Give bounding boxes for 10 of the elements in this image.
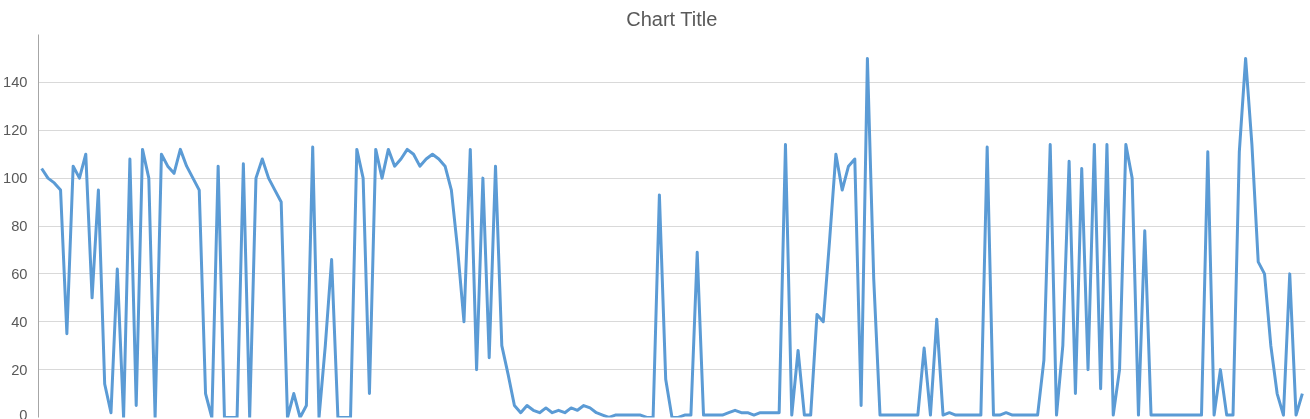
- line-series: [40, 56, 1304, 418]
- y-tick-label: 0: [19, 406, 28, 419]
- y-tick-label: 80: [11, 218, 28, 234]
- y-tick-label: 100: [3, 170, 28, 187]
- y-tick-label: 140: [3, 74, 28, 91]
- chart-title: Chart Title: [626, 7, 718, 30]
- y-tick-label: 40: [11, 313, 28, 330]
- y-tick-label: 60: [11, 265, 28, 282]
- y-tick-label: 20: [11, 361, 28, 378]
- y-tick-label: 120: [3, 122, 28, 139]
